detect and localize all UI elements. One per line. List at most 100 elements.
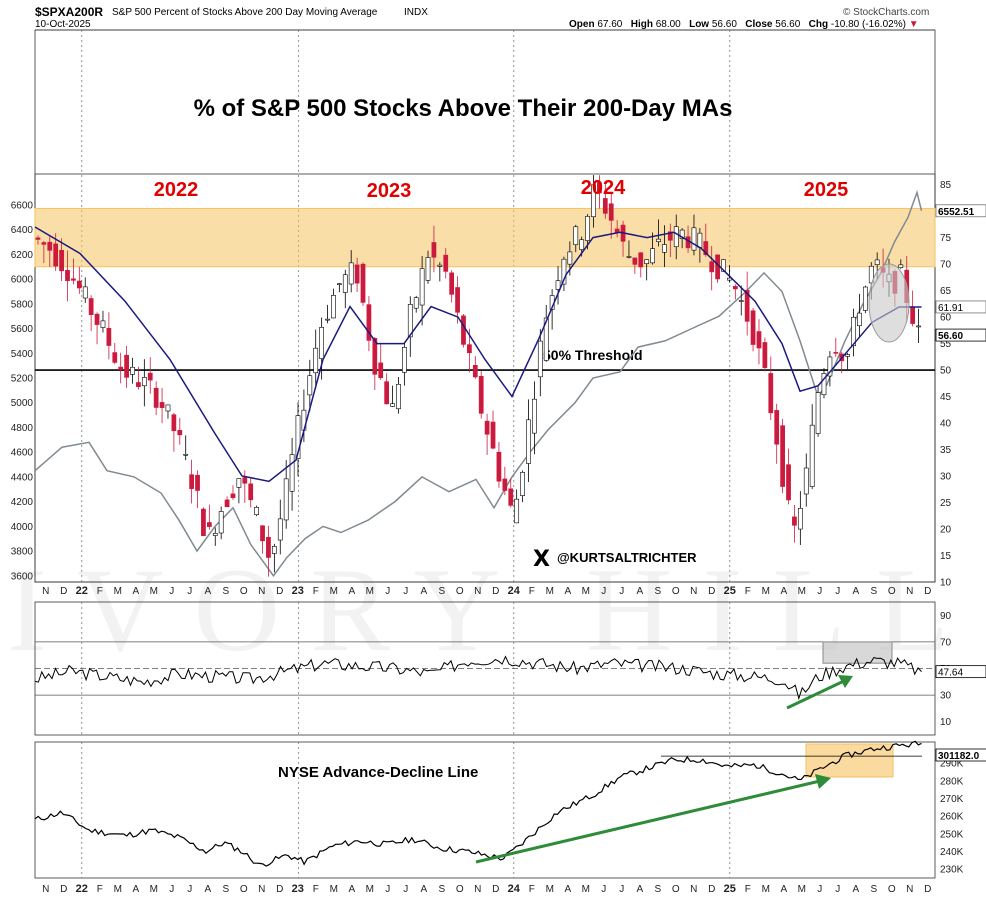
- candle-body: [41, 242, 47, 245]
- month-axis-label: M: [546, 884, 554, 895]
- month-axis-label: O: [672, 586, 680, 597]
- candle-body: [585, 216, 590, 241]
- month-axis-label: A: [204, 884, 211, 895]
- candle-body: [307, 375, 313, 396]
- price-label-box: [935, 300, 986, 314]
- month-axis-label: A: [636, 586, 643, 597]
- ohlc-chg-label: Chg: [808, 19, 829, 30]
- candle-body: [319, 327, 325, 359]
- month-axis-label: A: [780, 884, 787, 895]
- right-axis-tick-label: 25: [940, 498, 952, 509]
- month-axis-label: S: [654, 884, 661, 895]
- month-axis-label: J: [817, 586, 822, 597]
- candle-body: [591, 184, 596, 218]
- candle-body: [431, 242, 437, 258]
- candle-body: [555, 280, 561, 290]
- candle-body: [236, 478, 242, 488]
- candle-body: [360, 263, 366, 303]
- candle-body: [147, 372, 153, 381]
- chart-exchange: INDX: [404, 7, 428, 18]
- right-axis-tick-label: 65: [940, 286, 952, 297]
- oscillator-last-value: 47.64: [938, 668, 963, 679]
- month-axis-label: D: [492, 884, 499, 895]
- candle-body: [703, 241, 709, 256]
- candle-body: [472, 365, 478, 378]
- ohlc-readout: Open 67.60 High 68.00 Low 56.60 Close 56…: [569, 19, 919, 30]
- candle-body: [402, 347, 407, 373]
- candle-body: [632, 257, 638, 265]
- right-axis-tick-label: 15: [940, 551, 952, 562]
- main-title: % of S&P 500 Stocks Above Their 200-Day …: [194, 95, 733, 122]
- candle-body: [141, 377, 147, 387]
- candle-body: [756, 331, 762, 349]
- candle-body: [762, 342, 768, 368]
- ad-tick-label: 240K: [940, 847, 964, 858]
- candle-body: [520, 472, 525, 496]
- month-axis-label: N: [258, 586, 265, 597]
- month-axis-label: S: [438, 884, 445, 895]
- candle-body: [768, 373, 774, 414]
- month-axis-label: M: [330, 884, 338, 895]
- month-axis-label: M: [798, 884, 806, 895]
- handle-text: @KURTSALTRICHTER: [557, 550, 697, 565]
- candle-body: [348, 262, 354, 285]
- month-axis-label: S: [222, 586, 229, 597]
- candle-body: [526, 419, 531, 464]
- candle-body: [537, 340, 543, 378]
- month-axis-label: O: [456, 884, 464, 895]
- candle-body: [750, 310, 756, 345]
- candle-body: [242, 477, 248, 484]
- month-axis-label: N: [42, 884, 49, 895]
- right-axis-tick-label: 75: [940, 233, 952, 244]
- candle-body: [254, 507, 259, 516]
- right-axis-tick-label: 35: [940, 445, 952, 456]
- ad-title: NYSE Advance-Decline Line: [278, 764, 478, 781]
- month-axis-label: F: [97, 884, 103, 895]
- month-axis-label: D: [924, 884, 931, 895]
- left-axis-tick-label: 4600: [11, 448, 34, 459]
- left-axis-tick-label: 3600: [11, 571, 34, 582]
- oscillator-arrow: [786, 678, 847, 710]
- ohlc-open-value: 67.60: [597, 19, 623, 30]
- right-axis-tick-label: 40: [940, 419, 952, 430]
- month-axis-label: D: [276, 586, 283, 597]
- month-axis-label: O: [672, 884, 680, 895]
- candle-body: [650, 248, 655, 264]
- month-axis-label: J: [385, 884, 390, 895]
- candle-body: [809, 424, 815, 487]
- year-label-2025: 2025: [804, 179, 849, 201]
- month-axis-label: O: [240, 586, 248, 597]
- month-axis-label: J: [403, 884, 408, 895]
- candle-body: [602, 198, 608, 214]
- ad-arrow-head: [815, 774, 831, 789]
- month-axis-label: J: [187, 586, 192, 597]
- down-triangle-icon: ▼: [908, 19, 919, 30]
- candle-body: [656, 238, 661, 242]
- stockcharts-watermark: © StockCharts.com: [843, 7, 930, 18]
- candle-body: [331, 295, 336, 319]
- left-axis-tick-label: 4200: [11, 497, 34, 508]
- candle-body: [295, 415, 301, 460]
- month-axis-label: F: [313, 884, 319, 895]
- left-axis-tick-label: 4400: [11, 472, 34, 483]
- right-axis-tick-label: 55: [940, 339, 952, 350]
- candle-body: [413, 297, 419, 309]
- candle-body: [774, 410, 780, 445]
- month-axis-label: 23: [292, 883, 304, 895]
- candle-body: [112, 352, 118, 363]
- oscillator-tick-label: 30: [940, 691, 952, 702]
- month-axis-label: 24: [508, 585, 521, 597]
- candle-body: [159, 402, 165, 408]
- candle-body: [721, 259, 726, 272]
- left-axis-tick-label: 6400: [11, 225, 34, 236]
- candle-body: [189, 474, 194, 489]
- candle-body: [508, 488, 514, 506]
- left-axis-tick-label: 6600: [11, 200, 34, 211]
- right-axis-tick-label: 70: [940, 260, 952, 271]
- month-axis-label: 24: [508, 883, 521, 895]
- left-axis-tick-label: 6200: [11, 250, 34, 261]
- candle-body: [289, 454, 295, 492]
- ad-line: [34, 740, 922, 867]
- candle-body: [419, 268, 425, 306]
- month-axis-label: J: [817, 884, 822, 895]
